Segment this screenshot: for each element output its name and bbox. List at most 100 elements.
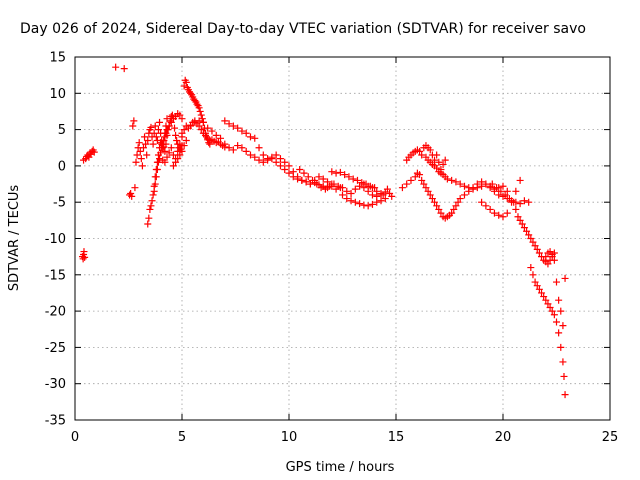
data-point	[229, 146, 237, 154]
data-point	[276, 162, 284, 170]
data-point	[143, 151, 151, 159]
y-tick-label: -30	[45, 377, 66, 392]
data-point	[139, 144, 147, 152]
y-tick-label: -15	[45, 268, 66, 283]
data-point	[339, 184, 346, 192]
data-point	[428, 195, 436, 203]
data-point	[383, 185, 391, 193]
data-point	[535, 249, 543, 257]
data-point	[133, 151, 141, 159]
data-point	[154, 126, 162, 134]
data-point	[178, 147, 186, 155]
data-point	[313, 180, 321, 188]
data-point	[503, 187, 511, 195]
data-point	[136, 147, 144, 155]
data-point	[416, 147, 424, 155]
data-point	[221, 117, 229, 125]
data-point	[544, 300, 552, 308]
data-point	[135, 139, 143, 147]
data-point	[546, 303, 554, 311]
data-point	[182, 78, 190, 86]
y-tick-label: -25	[45, 341, 66, 356]
data-point	[191, 118, 199, 126]
data-point	[373, 198, 381, 206]
data-point	[377, 197, 385, 205]
data-point	[272, 151, 280, 159]
data-point	[165, 149, 173, 157]
data-point	[520, 197, 528, 205]
x-tick-label: 25	[602, 430, 619, 445]
data-point	[529, 271, 537, 279]
data-point	[321, 185, 329, 193]
data-point	[225, 120, 233, 128]
data-point	[452, 202, 460, 210]
data-point	[373, 187, 381, 195]
data-point	[255, 156, 263, 164]
y-tick-label: -5	[53, 196, 66, 211]
data-point	[553, 318, 560, 326]
data-point	[516, 200, 524, 208]
data-point	[169, 162, 177, 170]
data-point	[217, 134, 225, 142]
data-point	[527, 235, 535, 242]
data-point	[309, 176, 317, 184]
data-point	[147, 202, 155, 210]
data-point	[431, 198, 439, 206]
data-point	[171, 124, 179, 132]
grid	[75, 57, 610, 420]
data-point	[516, 216, 524, 224]
data-point	[411, 173, 419, 181]
data-point	[531, 242, 539, 250]
y-tick-label: 5	[58, 123, 66, 138]
data-point	[356, 200, 364, 208]
data-point	[486, 205, 494, 213]
data-point	[255, 144, 263, 152]
data-point	[351, 185, 359, 193]
y-tick-label: -10	[45, 232, 66, 247]
data-point	[304, 173, 312, 181]
data-point	[268, 153, 276, 161]
data-point	[557, 307, 565, 315]
data-point	[495, 211, 503, 219]
data-point	[129, 122, 137, 130]
data-point	[90, 148, 98, 156]
data-point	[120, 65, 128, 73]
data-point	[163, 126, 171, 134]
data-point	[195, 117, 203, 125]
data-point	[497, 187, 505, 195]
data-point	[465, 184, 473, 192]
data-point	[505, 195, 513, 203]
data-point	[533, 282, 541, 290]
data-point	[437, 209, 445, 217]
data-point	[176, 151, 184, 159]
data-point	[156, 155, 164, 163]
data-point	[193, 100, 201, 108]
data-point	[381, 195, 389, 203]
data-point	[424, 187, 432, 195]
data-point	[452, 178, 460, 186]
data-point	[138, 162, 146, 170]
data-point	[418, 151, 426, 159]
data-point	[112, 63, 120, 71]
data-point	[356, 182, 364, 190]
data-point	[407, 176, 415, 184]
data-point	[343, 195, 351, 203]
data-point	[364, 202, 372, 210]
data-point	[160, 136, 168, 144]
data-point	[544, 260, 552, 268]
data-point	[503, 209, 511, 217]
data-point	[435, 205, 443, 213]
data-point	[368, 184, 376, 192]
data-point	[555, 329, 563, 337]
data-point	[403, 180, 411, 188]
data-point	[144, 220, 152, 228]
data-point	[435, 158, 443, 166]
data-point	[285, 162, 293, 170]
data-point	[300, 169, 308, 177]
data-point	[443, 175, 451, 183]
data-point	[187, 122, 195, 130]
data-point	[153, 166, 161, 174]
data-point	[161, 147, 169, 155]
data-point	[234, 142, 242, 150]
